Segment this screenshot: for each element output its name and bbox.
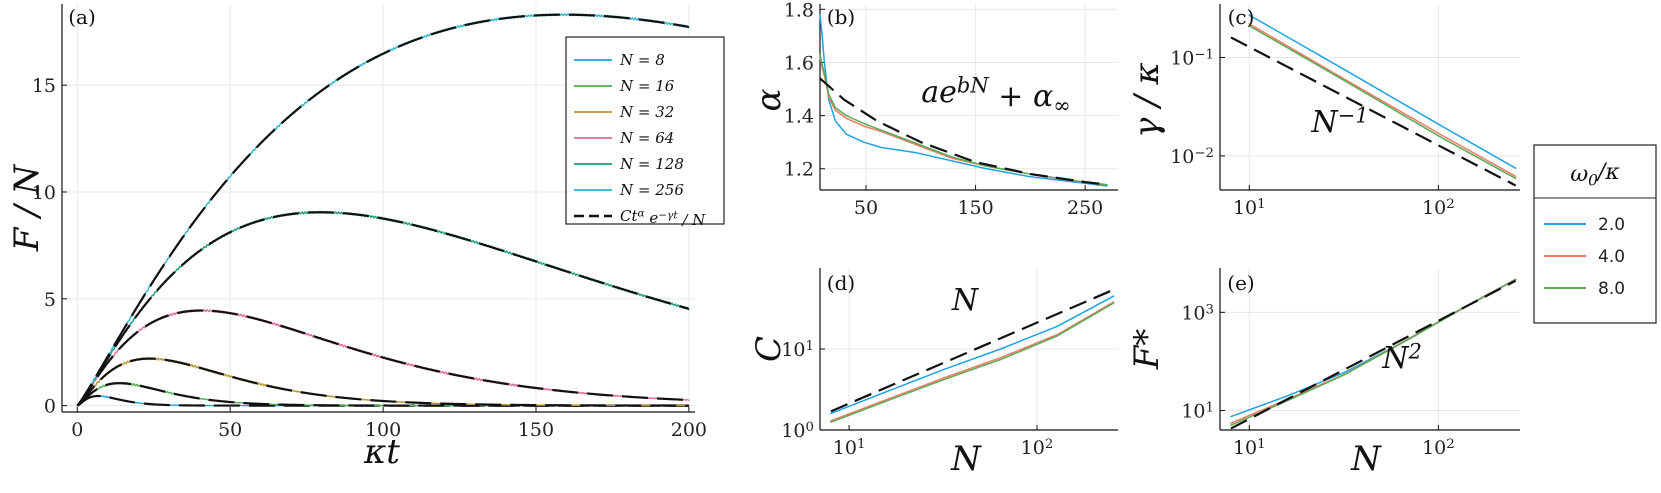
fit-curve bbox=[76, 13, 690, 407]
x-tick-label: 101 bbox=[1233, 197, 1266, 219]
x-tick-label: 0 bbox=[71, 419, 83, 441]
y-tick-label: 101 bbox=[781, 339, 814, 361]
legend-label: N = 128 bbox=[619, 155, 684, 173]
x-axis-label: N bbox=[1350, 439, 1382, 479]
y-axis-label: C bbox=[749, 336, 789, 362]
legend: N = 8 N = 16 N = 32 N = 64 N = 128 N = 256 Ctα… bbox=[565, 36, 725, 229]
series-N2 bbox=[1230, 279, 1517, 430]
series-fit bbox=[819, 77, 1108, 186]
x-tick-label: 150 bbox=[957, 197, 993, 219]
y-tick-label: 101 bbox=[1181, 400, 1214, 422]
legend-label: Ctα e−γt / N bbox=[620, 207, 706, 229]
fit-curve bbox=[76, 309, 689, 407]
x-tick-label: 102 bbox=[1021, 437, 1054, 459]
y-tick-label: 10−1 bbox=[1170, 48, 1214, 70]
legend-label: 8.0 bbox=[1598, 279, 1625, 299]
y-tick-label: 10 bbox=[32, 182, 56, 204]
y-axis-label: F* bbox=[1127, 329, 1167, 371]
legend-label: N = 64 bbox=[619, 129, 674, 147]
x-axis-label: N bbox=[950, 439, 982, 479]
fit-curve bbox=[76, 211, 690, 407]
series-040 bbox=[1248, 23, 1517, 178]
x-tick-label: 50 bbox=[218, 419, 242, 441]
legend-label: N = 8 bbox=[619, 51, 665, 69]
panel-label: (e) bbox=[1227, 271, 1254, 295]
series-040 bbox=[830, 301, 1115, 422]
annotation-fit: aebN + α∞ bbox=[921, 74, 1070, 118]
x-tick-label: 102 bbox=[1422, 197, 1455, 219]
y-tick-label: 0 bbox=[44, 396, 56, 418]
series-020 bbox=[819, 13, 1108, 187]
panel-e: 101 102 101 103 (e) F* N N2 bbox=[1127, 268, 1520, 479]
y-tick-label: 103 bbox=[1181, 302, 1214, 324]
series-080 bbox=[1248, 25, 1517, 180]
legend-label: N = 16 bbox=[619, 77, 675, 95]
x-tick-label: 101 bbox=[833, 437, 866, 459]
x-tick-label: 50 bbox=[854, 197, 878, 219]
series-020 bbox=[1248, 14, 1517, 169]
x-tick-label: 102 bbox=[1422, 437, 1455, 459]
y-axis-label: α bbox=[749, 88, 789, 111]
y-tick-label: 100 bbox=[781, 420, 814, 442]
panel-d: 101 102 100 101 (d) C N N bbox=[749, 268, 1118, 479]
plot-area bbox=[1220, 268, 1520, 430]
panel-b: 50 150 250 1.2 1.4 1.6 1.8 (b) α aebN + α∞ bbox=[749, 0, 1118, 219]
panel-label: (d) bbox=[827, 271, 855, 295]
x-axis-label: κt bbox=[363, 432, 400, 472]
annotation-fit: N−1 bbox=[1310, 104, 1368, 140]
series-020 bbox=[830, 295, 1115, 415]
legend-omega: ω0/κ 2.0 4.0 8.0 bbox=[1533, 144, 1657, 324]
y-tick-label: 1.2 bbox=[784, 159, 814, 181]
panel-label: (b) bbox=[827, 5, 855, 29]
plot-area bbox=[1220, 4, 1520, 190]
panel-label: (c) bbox=[1228, 5, 1255, 29]
y-tick-label: 10−2 bbox=[1170, 146, 1214, 168]
x-tick-label: 101 bbox=[1233, 437, 1266, 459]
legend-label: 4.0 bbox=[1598, 247, 1625, 267]
series-N1 bbox=[1230, 36, 1517, 187]
series-080 bbox=[830, 302, 1115, 423]
legend-box bbox=[1533, 144, 1657, 324]
legend-box bbox=[565, 36, 725, 225]
y-tick-label: 5 bbox=[44, 289, 56, 311]
y-tick-label: 1.6 bbox=[784, 52, 814, 74]
fit-curve bbox=[76, 382, 689, 407]
annotation-fit: N bbox=[951, 283, 980, 318]
legend-label: N = 32 bbox=[619, 103, 674, 121]
x-tick-label: 100 bbox=[365, 419, 401, 441]
y-axis-label: F / N bbox=[7, 164, 47, 253]
x-tick-label: 250 bbox=[1067, 197, 1103, 219]
y-tick-label: 1.8 bbox=[784, 0, 814, 21]
x-tick-label: 200 bbox=[671, 419, 707, 441]
annotation-fit: N2 bbox=[1381, 340, 1422, 376]
x-tick-label: 150 bbox=[518, 419, 554, 441]
series-080 bbox=[819, 53, 1108, 186]
y-tick-label: 15 bbox=[32, 75, 56, 97]
y-axis-label: γ / κ bbox=[1127, 62, 1167, 138]
legend-label: 2.0 bbox=[1598, 215, 1625, 235]
legend-label: N = 256 bbox=[619, 181, 684, 199]
panel-c: 101 102 10−2 10−1 (c) γ / κ N−1 bbox=[1127, 4, 1520, 219]
y-tick-label: 1.4 bbox=[784, 106, 814, 128]
panel-label: (a) bbox=[68, 5, 96, 29]
legend-title: ω0/κ bbox=[1570, 160, 1620, 190]
fit-curve bbox=[76, 357, 689, 407]
